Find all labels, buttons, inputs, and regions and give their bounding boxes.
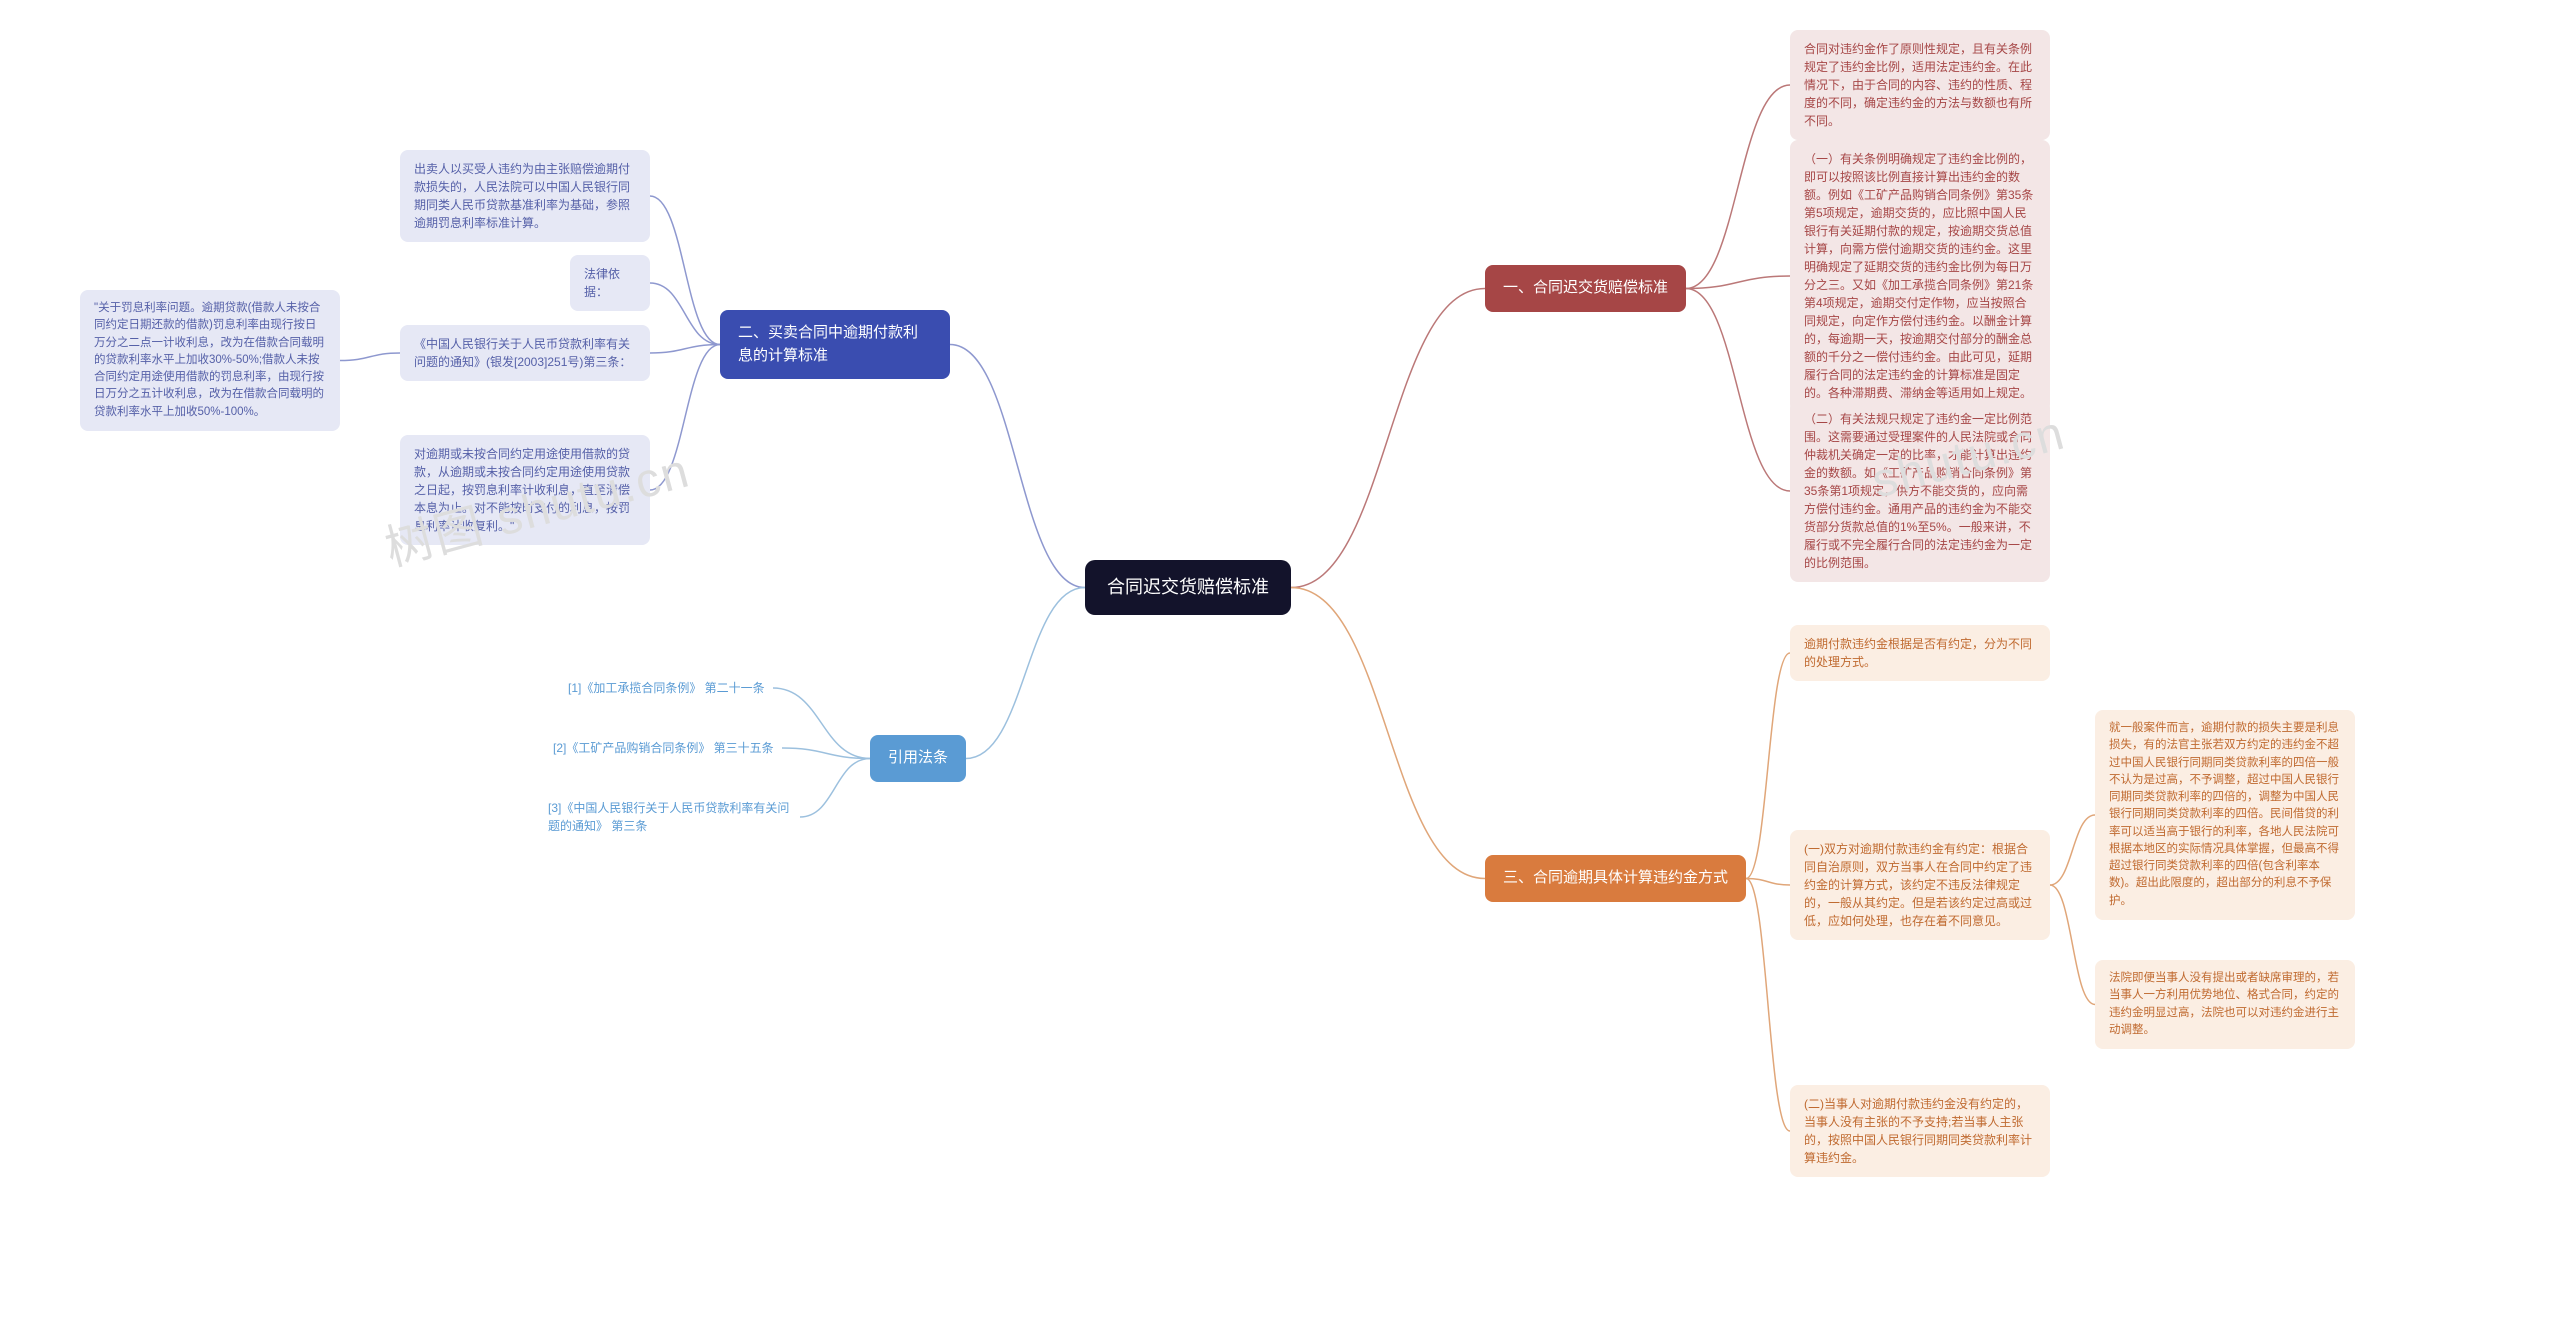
mindmap-node: 引用法条 — [870, 735, 966, 782]
mindmap-node: (一)双方对逾期付款违约金有约定：根据合同自治原则，双方当事人在合同中约定了违约… — [1790, 830, 2050, 940]
node-text: 《中国人民银行关于人民币贷款利率有关问题的通知》(银发[2003]251号)第三… — [414, 337, 631, 369]
node-text: (一)双方对逾期付款违约金有约定：根据合同自治原则，双方当事人在合同中约定了违约… — [1804, 842, 2032, 928]
node-text: [3]《中国人民银行关于人民币贷款利率有关问题的通知》 第三条 — [548, 801, 789, 833]
mindmap-node: [3]《中国人民银行关于人民币贷款利率有关问题的通知》 第三条 — [540, 795, 800, 839]
node-text: (二)当事人对逾期付款违约金没有约定的，当事人没有主张的不予支持;若当事人主张的… — [1804, 1097, 2032, 1165]
mindmap-node: （一）有关条例明确规定了违约金比例的，即可以按照该比例直接计算出违约金的数额。例… — [1790, 140, 2050, 412]
mindmap-node: "关于罚息利率问题。逾期贷款(借款人未按合同约定日期还款的借款)罚息利率由现行按… — [80, 290, 340, 431]
mindmap-node: 就一般案件而言，逾期付款的损失主要是利息损失，有的法官主张若双方约定的违约金不超… — [2095, 710, 2355, 920]
mindmap-node: （二）有关法规只规定了违约金一定比例范围。这需要通过受理案件的人民法院或合同仲裁… — [1790, 400, 2050, 582]
node-text: "关于罚息利率问题。逾期贷款(借款人未按合同约定日期还款的借款)罚息利率由现行按… — [94, 302, 324, 418]
connector-layer — [0, 0, 2560, 1317]
mindmap-node: 法律依据： — [570, 255, 650, 311]
node-text: 法律依据： — [584, 267, 620, 299]
node-text: 一、合同迟交货赔偿标准 — [1503, 279, 1668, 296]
mindmap-node: [2]《工矿产品购销合同条例》 第三十五条 — [545, 735, 782, 761]
mindmap-node: 合同迟交货赔偿标准 — [1085, 560, 1291, 615]
mindmap-node: 一、合同迟交货赔偿标准 — [1485, 265, 1686, 312]
mindmap-node: 法院即便当事人没有提出或者缺席审理的，若当事人一方利用优势地位、格式合同，约定的… — [2095, 960, 2355, 1049]
node-text: 合同迟交货赔偿标准 — [1107, 577, 1269, 597]
node-text: 合同对违约金作了原则性规定，且有关条例规定了违约金比例，适用法定违约金。在此情况… — [1804, 42, 2032, 128]
mindmap-node: 三、合同逾期具体计算违约金方式 — [1485, 855, 1746, 902]
mindmap-node: [1]《加工承揽合同条例》 第二十一条 — [560, 675, 773, 701]
mindmap-node: 出卖人以买受人违约为由主张赔偿逾期付款损失的，人民法院可以中国人民银行同期同类人… — [400, 150, 650, 242]
node-text: 出卖人以买受人违约为由主张赔偿逾期付款损失的，人民法院可以中国人民银行同期同类人… — [414, 162, 630, 230]
mindmap-node: (二)当事人对逾期付款违约金没有约定的，当事人没有主张的不予支持;若当事人主张的… — [1790, 1085, 2050, 1177]
mindmap-node: 二、买卖合同中逾期付款利息的计算标准 — [720, 310, 950, 379]
node-text: 引用法条 — [888, 749, 948, 766]
node-text: 就一般案件而言，逾期付款的损失主要是利息损失，有的法官主张若双方约定的违约金不超… — [2109, 722, 2339, 907]
node-text: 法院即便当事人没有提出或者缺席审理的，若当事人一方利用优势地位、格式合同，约定的… — [2109, 972, 2339, 1036]
node-text: 对逾期或未按合同约定用途使用借款的贷款，从逾期或未按合同约定用途使用贷款之日起，… — [414, 447, 630, 533]
node-text: [1]《加工承揽合同条例》 第二十一条 — [568, 681, 765, 695]
node-text: [2]《工矿产品购销合同条例》 第三十五条 — [553, 741, 774, 755]
node-text: （一）有关条例明确规定了违约金比例的，即可以按照该比例直接计算出违约金的数额。例… — [1804, 152, 2033, 400]
mindmap-node: 对逾期或未按合同约定用途使用借款的贷款，从逾期或未按合同约定用途使用贷款之日起，… — [400, 435, 650, 545]
node-text: 二、买卖合同中逾期付款利息的计算标准 — [738, 324, 918, 364]
node-text: 逾期付款违约金根据是否有约定，分为不同的处理方式。 — [1804, 637, 2032, 669]
node-text: （二）有关法规只规定了违约金一定比例范围。这需要通过受理案件的人民法院或合同仲裁… — [1804, 412, 2032, 570]
mindmap-node: 《中国人民银行关于人民币贷款利率有关问题的通知》(银发[2003]251号)第三… — [400, 325, 650, 381]
node-text: 三、合同逾期具体计算违约金方式 — [1503, 869, 1728, 886]
mindmap-node: 合同对违约金作了原则性规定，且有关条例规定了违约金比例，适用法定违约金。在此情况… — [1790, 30, 2050, 140]
mindmap-node: 逾期付款违约金根据是否有约定，分为不同的处理方式。 — [1790, 625, 2050, 681]
